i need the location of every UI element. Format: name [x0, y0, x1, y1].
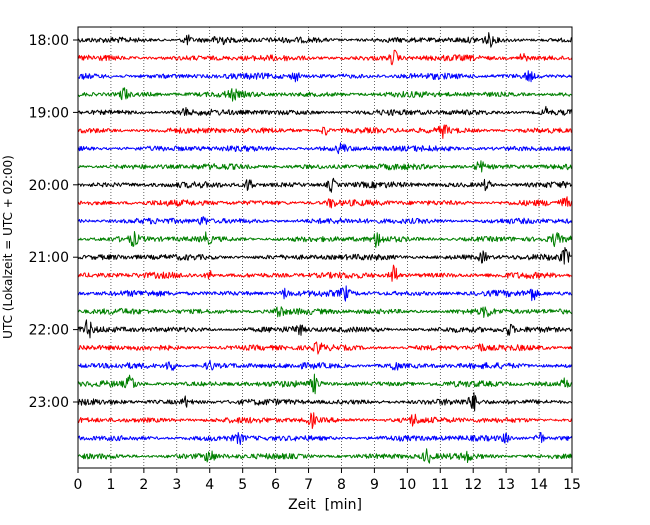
x-tick-label: 14 [530, 477, 548, 493]
seismogram-trace [77, 142, 573, 155]
seismogram-trace [77, 392, 573, 412]
y-tick-label: 19:00 [29, 105, 69, 121]
x-tick-label: 5 [238, 477, 247, 493]
y-tick-label: 23:00 [29, 395, 69, 411]
seismogram-trace [77, 373, 573, 395]
trace-layer [77, 32, 573, 464]
y-tick-label: 20:00 [29, 178, 69, 194]
x-tick-label: 3 [172, 477, 181, 493]
seismogram-trace [77, 246, 573, 265]
seismogram-trace [77, 285, 573, 302]
seismogram-trace [77, 359, 573, 371]
seismogram-trace [77, 32, 573, 48]
seismogram-trace [77, 87, 573, 102]
y-tick-label: 21:00 [29, 250, 69, 266]
seismogram-trace [77, 448, 573, 464]
x-tick-label: 9 [370, 477, 379, 493]
seismogram-trace [77, 196, 573, 209]
seismogram-trace [77, 412, 573, 430]
seismogram-trace [77, 124, 573, 139]
seismogram-trace [77, 341, 573, 355]
seismogram-trace [77, 70, 573, 83]
x-tick-label: 13 [497, 477, 515, 493]
x-tick-label: 8 [337, 477, 346, 493]
seismogram-trace [77, 216, 573, 226]
seismogram-trace [77, 231, 573, 248]
x-tick-label: 11 [431, 477, 449, 493]
x-axis: 0 1 2 3 4 5 6 7 8 9 10 11 12 13 14 15 [74, 468, 581, 493]
x-tick-label: 4 [205, 477, 214, 493]
y-axis: 18:00 19:00 20:00 21:00 22:00 23:00 [29, 33, 78, 411]
x-axis-label: Zeit [min] [288, 497, 362, 513]
x-tick-label: 0 [74, 477, 83, 493]
seismogram-trace [78, 306, 573, 318]
y-axis-label: UTC (Lokalzeit = UTC + 02:00) [1, 155, 15, 339]
x-tick-label: 12 [464, 477, 482, 493]
seismogram-trace [77, 264, 573, 282]
x-tick-label: 15 [563, 477, 581, 493]
seismogram-trace [77, 160, 573, 173]
seismogram-trace [77, 49, 573, 66]
seismogram-trace [77, 432, 573, 446]
x-tick-label: 2 [139, 477, 148, 493]
x-tick-label: 7 [304, 477, 313, 493]
x-tick-label: 1 [106, 477, 115, 493]
y-tick-label: 18:00 [29, 33, 69, 49]
y-tick-label: 22:00 [29, 323, 69, 339]
x-tick-label: 10 [398, 477, 416, 493]
plot-frame [77, 26, 573, 469]
seismogram-trace [77, 319, 573, 339]
x-tick-label: 6 [271, 477, 280, 493]
seismogram-trace [77, 105, 573, 117]
seismogram-trace [77, 177, 573, 193]
